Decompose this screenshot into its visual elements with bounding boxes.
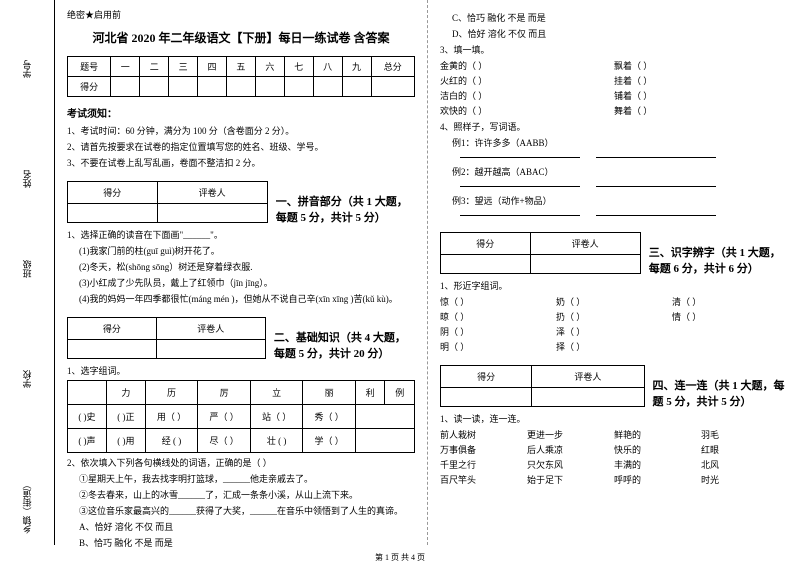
fill-pair: 欢快的（ ）舞着（ ） (440, 104, 788, 117)
gutter-label: 姓名 (21, 170, 34, 188)
exam-page: 乡镇（街道） 学校 班级 姓名 学号 绝密★启用前 河北省 2020 年二年级语… (0, 0, 800, 545)
word-row: 阴（ ）泽（ ） (440, 325, 788, 338)
gutter-label: 学校 (21, 370, 34, 388)
secret-tag: 绝密★启用前 (67, 8, 415, 21)
gutter-label: 班级 (21, 260, 34, 278)
gutter-label: 学号 (21, 60, 34, 78)
section-1-title: 一、拼音部分（共 1 大题，每题 5 分，共计 5 分） (276, 193, 415, 225)
example: 例1：许许多多（AABB） (452, 136, 788, 149)
char-select-table: 力历厉立丽利例 ( )史( )正用（ ）严（ ）站（ ）秀（ ） ( )声( )… (67, 380, 415, 453)
match-row: 千里之行只欠东风丰满的北风 (440, 458, 788, 471)
fill-pair: 火红的（ ）挂着（ ） (440, 74, 788, 87)
notice-item: 2、请首先按要求在试卷的指定位置填写您的姓名、班级、学号。 (67, 140, 415, 153)
blank-line (452, 152, 788, 162)
notice-title: 考试须知： (67, 105, 415, 120)
notice-item: 3、不要在试卷上乱写乱画，卷面不整洁扣 2 分。 (67, 156, 415, 169)
table-row: 得分 (68, 77, 415, 97)
word-row: 晾（ ）扔（ ）情（ ） (440, 310, 788, 323)
question-item: (1)我家门前的柱(guī guì)树开花了。 (79, 244, 415, 257)
section-3-title: 三、识字辨字（共 1 大题，每题 6 分，共计 6 分） (649, 244, 788, 276)
question-item: ③这位音乐家最高兴的______获得了大奖，______在音乐中领悟到了人生的真… (79, 504, 415, 517)
table-row: 题号 一 二 三 四 五 六 七 八 九 总分 (68, 57, 415, 77)
score-box: 得分评卷人 (67, 317, 266, 359)
page-footer: 第 1 页 共 4 页 (0, 552, 800, 563)
question: 1、形近字组词。 (440, 279, 788, 292)
right-column: C、恰巧 融化 不是 而是 D、恰好 溶化 不仅 而且 3、填一填。 金黄的（ … (428, 0, 800, 545)
option: A、恰好 溶化 不仅 而且 (79, 520, 415, 533)
blank-line (452, 181, 788, 191)
question: 1、读一读，连一连。 (440, 412, 788, 425)
blank-line (452, 210, 788, 220)
example: 例3：望远（动作+物品） (452, 194, 788, 207)
score-box: 得分评卷人 (440, 232, 641, 274)
question-item: (3)小红成了少先队员，戴上了红领巾（jīn jīng）。 (79, 276, 415, 289)
fill-pair: 洁白的（ ）铺着（ ） (440, 89, 788, 102)
match-row: 百尺竿头始于足下呼呼的时光 (440, 473, 788, 486)
option: C、恰巧 融化 不是 而是 (452, 11, 788, 24)
option: D、恰好 溶化 不仅 而且 (452, 27, 788, 40)
score-box: 得分评卷人 (67, 181, 268, 223)
table-row: 力历厉立丽利例 (68, 381, 415, 405)
exam-title: 河北省 2020 年二年级语文【下册】每日一练试卷 含答案 (67, 29, 415, 46)
example: 例2：越开越高（ABAC） (452, 165, 788, 178)
word-row: 明（ ）择（ ） (440, 340, 788, 353)
section-4-title: 四、连一连（共 1 大题，每题 5 分，共计 5 分） (653, 377, 788, 409)
match-row: 前人栽树更进一步鲜艳的羽毛 (440, 428, 788, 441)
question-item: (4)我的妈妈一年四季都很忙(máng mén )，但她从不说自己辛(xīn x… (79, 292, 415, 305)
question: 2、依次填入下列各句横线处的词语，正确的是（ ） (67, 456, 415, 469)
score-box: 得分评卷人 (440, 365, 645, 407)
question: 4、照样子，写词语。 (440, 120, 788, 133)
gutter-label: 乡镇（街道） (21, 480, 34, 534)
left-column: 绝密★启用前 河北省 2020 年二年级语文【下册】每日一练试卷 含答案 题号 … (55, 0, 428, 545)
table-row: ( )声( )用经 ( )尽（ ）壮 ( )学（ ） (68, 429, 415, 453)
fill-pair: 金黄的（ ）飘着（ ） (440, 59, 788, 72)
score-header-table: 题号 一 二 三 四 五 六 七 八 九 总分 得分 (67, 56, 415, 97)
option: B、恰巧 融化 不是 而是 (79, 536, 415, 549)
question-item: ②冬去春来，山上的冰雪______了，汇成一条条小溪，从山上流下来。 (79, 488, 415, 501)
question-item: (2)冬天，松(shōng sōng）树还是穿着绿衣服. (79, 260, 415, 273)
question-item: ①星期天上午，我去找李明打篮球，______他走亲戚去了。 (79, 472, 415, 485)
match-row: 万事俱备后人乘凉快乐的红眼 (440, 443, 788, 456)
question: 3、填一填。 (440, 43, 788, 56)
table-row: ( )史( )正用（ ）严（ ）站（ ）秀（ ） (68, 405, 415, 429)
question: 1、选字组词。 (67, 364, 415, 377)
section-2-title: 二、基础知识（共 4 大题，每题 5 分，共计 20 分） (274, 329, 415, 361)
notice-item: 1、考试时间：60 分钟，满分为 100 分（含卷面分 2 分）。 (67, 124, 415, 137)
word-row: 惊（ ）奶（ ）清（ ） (440, 295, 788, 308)
binding-gutter: 乡镇（街道） 学校 班级 姓名 学号 (0, 0, 55, 545)
question: 1、选择正确的读音在下面画"______"。 (67, 228, 415, 241)
